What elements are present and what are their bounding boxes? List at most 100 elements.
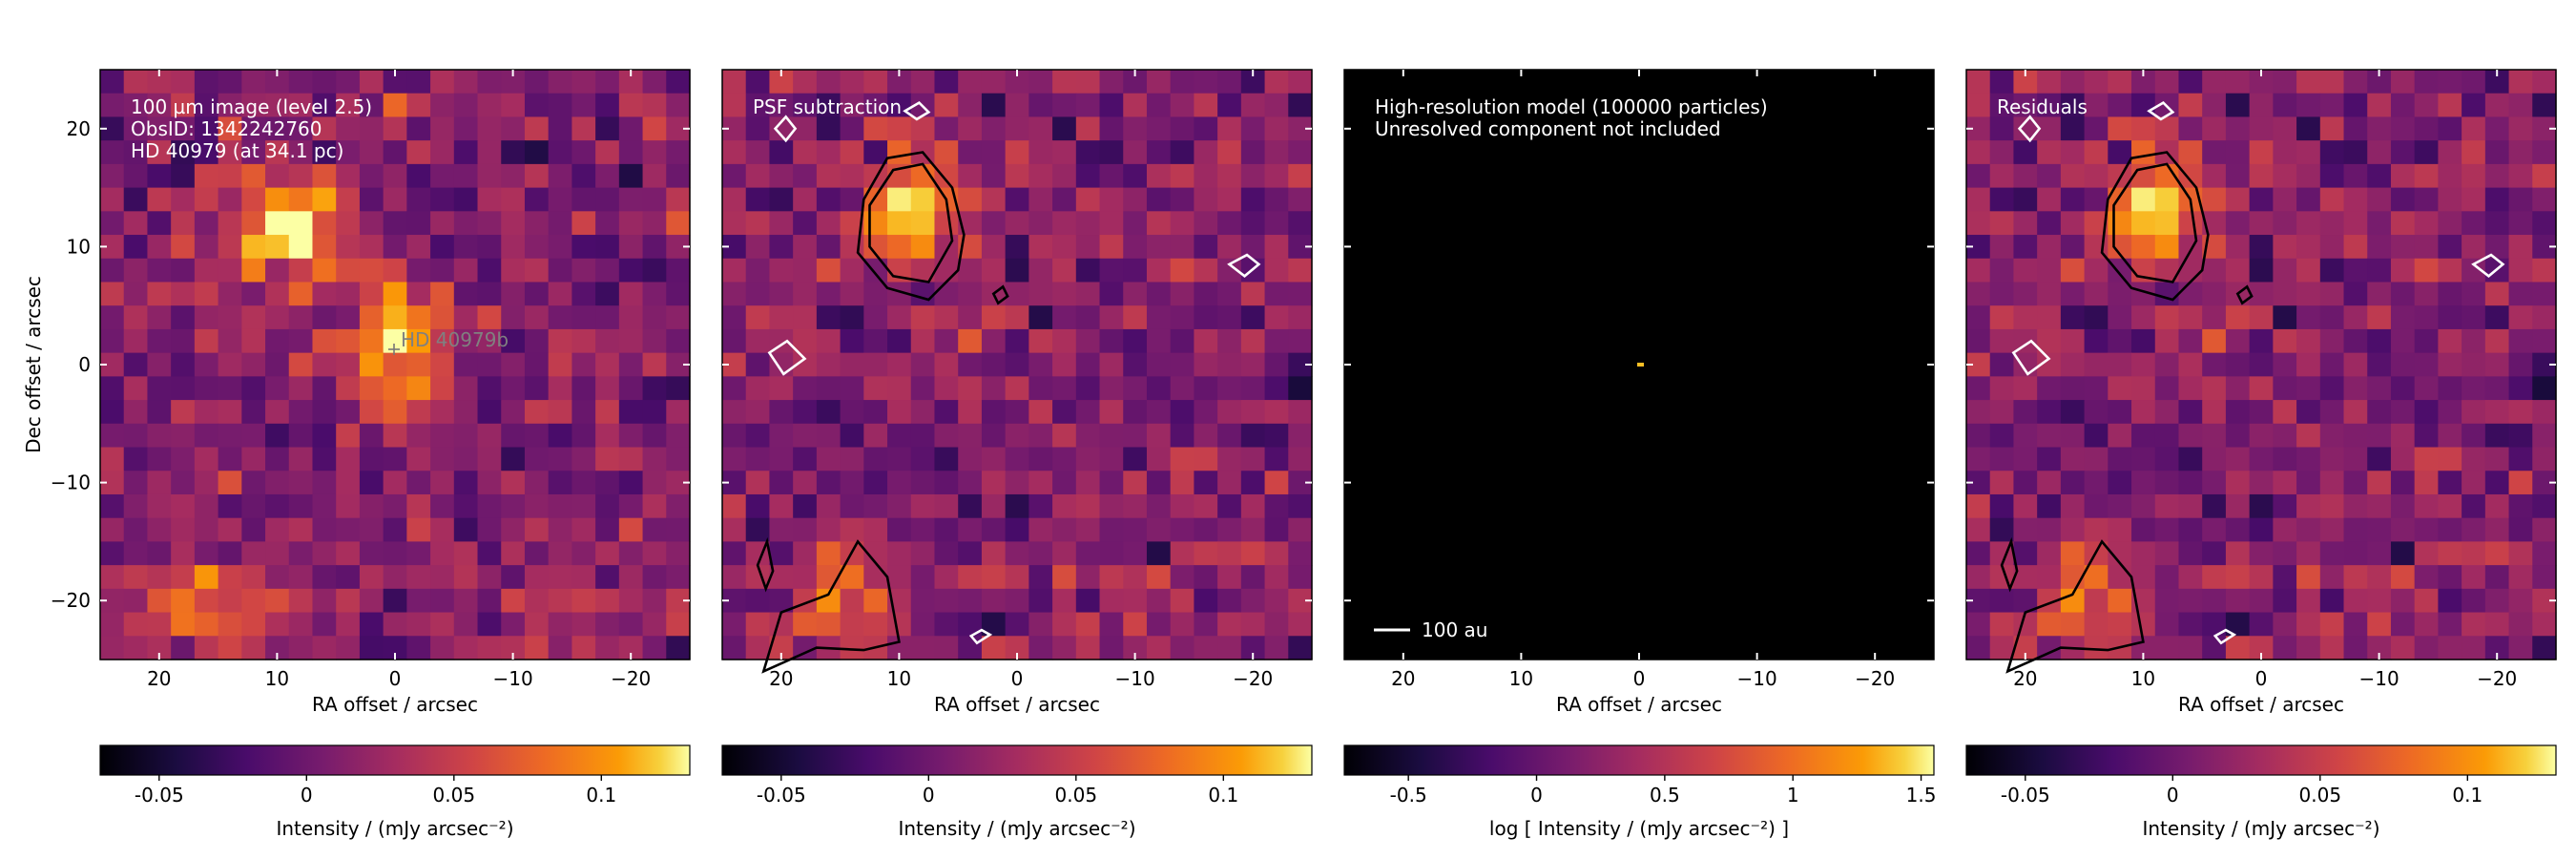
image-pixel <box>2178 116 2203 141</box>
image-pixel <box>1123 163 1148 189</box>
x-tick-label: 10 <box>2131 667 2155 690</box>
image-pixel <box>2060 70 2086 94</box>
image-pixel <box>2367 116 2392 141</box>
image-pixel <box>863 565 888 590</box>
image-pixel <box>100 447 125 471</box>
image-pixel <box>571 258 596 283</box>
image-pixel <box>1264 447 1289 471</box>
image-pixel <box>2225 352 2251 377</box>
image-pixel <box>2108 70 2132 94</box>
image-pixel <box>2013 447 2038 471</box>
image-pixel <box>2060 163 2086 189</box>
image-pixel <box>1264 517 1289 542</box>
image-pixel <box>359 187 384 212</box>
colorbar-tick-label: 0.05 <box>2299 784 2342 807</box>
image-pixel <box>336 588 361 614</box>
image-pixel <box>1217 352 1242 377</box>
image-pixel <box>100 163 125 189</box>
image-pixel <box>618 116 644 141</box>
image-pixel <box>218 140 242 165</box>
image-pixel <box>2484 376 2510 401</box>
image-pixel <box>981 588 1007 614</box>
image-pixel <box>218 187 242 212</box>
image-pixel <box>722 282 747 306</box>
image-pixel <box>1240 282 1266 306</box>
image-pixel <box>816 211 841 236</box>
image-pixel <box>2154 235 2180 260</box>
image-pixel <box>2060 493 2086 519</box>
image-pixel <box>2438 328 2462 354</box>
image-pixel <box>524 612 550 637</box>
image-pixel <box>524 636 550 660</box>
image-pixel <box>1170 93 1195 118</box>
image-pixel <box>2108 282 2132 306</box>
image-pixel <box>840 493 864 519</box>
image-pixel <box>2154 187 2180 212</box>
image-pixel <box>1075 541 1101 566</box>
image-pixel <box>642 70 667 94</box>
image-pixel <box>1194 541 1218 566</box>
image-pixel <box>722 612 747 637</box>
image-pixel <box>453 258 479 283</box>
image-pixel <box>2273 235 2297 260</box>
image-pixel <box>595 211 620 236</box>
image-pixel <box>666 258 691 283</box>
image-pixel <box>981 235 1007 260</box>
image-pixel <box>312 636 337 660</box>
y-ticks <box>722 127 1312 602</box>
image-pixel <box>477 93 502 118</box>
image-pixel <box>2367 305 2392 330</box>
colorbar-ticks: -0.05 0 0.05 0.1 <box>135 775 616 807</box>
image-pixel <box>2037 305 2062 330</box>
image-pixel <box>171 541 196 566</box>
image-grid <box>100 70 691 660</box>
image-pixel <box>642 541 667 566</box>
image-pixel <box>336 352 361 377</box>
image-pixel <box>1194 423 1218 449</box>
image-pixel <box>910 541 936 566</box>
image-pixel <box>2273 493 2297 519</box>
image-pixel <box>359 116 384 141</box>
image-pixel <box>910 588 936 614</box>
image-pixel <box>524 471 550 495</box>
image-pixel <box>1264 70 1289 94</box>
image-pixel <box>2202 187 2227 212</box>
image-pixel <box>1170 282 1195 306</box>
image-pixel <box>1075 423 1101 449</box>
image-pixel <box>147 447 172 471</box>
image-pixel <box>1028 328 1053 354</box>
image-pixel <box>595 258 620 283</box>
image-pixel <box>453 163 479 189</box>
image-pixel <box>2249 588 2274 614</box>
image-pixel <box>642 282 667 306</box>
image-pixel <box>1966 447 1991 471</box>
image-pixel <box>1194 70 1218 94</box>
image-pixel <box>100 517 125 542</box>
image-pixel <box>1075 636 1101 660</box>
image-pixel <box>1052 588 1077 614</box>
image-pixel <box>2319 211 2345 236</box>
image-pixel <box>1264 565 1289 590</box>
panel-line-1: High-resolution model (100000 particles) <box>1375 95 1768 118</box>
negative-contour <box>2017 115 2042 143</box>
x-tick-label: 0 <box>1011 667 1024 690</box>
image-pixel <box>548 116 572 141</box>
image-pixel <box>2225 328 2251 354</box>
image-pixel <box>1146 376 1172 401</box>
y-tick-label: 20 <box>67 117 91 140</box>
image-pixel <box>2484 282 2510 306</box>
image-pixel <box>2249 447 2274 471</box>
image-pixel <box>2037 163 2062 189</box>
image-pixel <box>501 140 526 165</box>
negative-contour <box>903 100 931 121</box>
image-pixel <box>1264 588 1289 614</box>
image-pixel <box>548 93 572 118</box>
panel-line-2: ObsID: 1342242760 <box>131 117 322 140</box>
image-pixel <box>2319 376 2345 401</box>
image-pixel <box>1966 636 1991 660</box>
image-pixel <box>241 565 266 590</box>
image-pixel <box>2296 328 2321 354</box>
image-pixel <box>793 163 818 189</box>
image-pixel <box>2084 612 2109 637</box>
x-tick-label: 10 <box>887 667 911 690</box>
